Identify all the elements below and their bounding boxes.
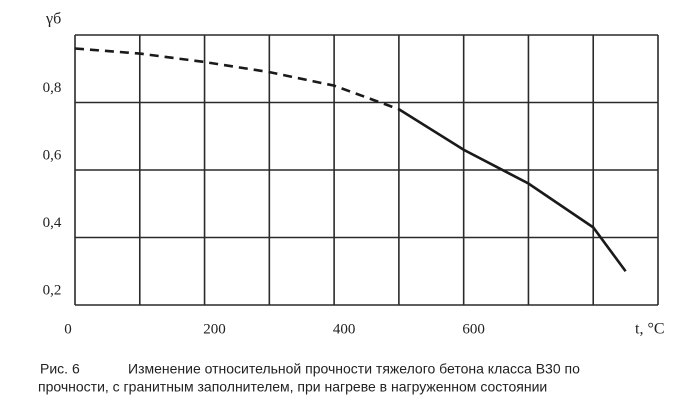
x-tick-label: 0: [64, 321, 72, 337]
y-tick-label: 0,4: [43, 215, 62, 231]
line-series: [74, 47, 400, 111]
caption-line: прочности, с гранитным заполнителем, при…: [38, 379, 547, 395]
x-tick-label: 200: [203, 321, 226, 337]
line-series: [398, 108, 627, 273]
y-axis-label: γб: [45, 11, 61, 28]
x-tick-label: 400: [333, 321, 356, 337]
x-axis-label: t, °C: [635, 321, 665, 338]
figure-label: Рис. 6: [40, 361, 80, 377]
caption-line: Изменение относительной прочности тяжело…: [128, 361, 580, 377]
x-tick-label: 600: [462, 321, 485, 337]
y-tick-label: 0,2: [43, 282, 62, 298]
y-tick-label: 0,8: [43, 80, 62, 96]
y-tick-label: 0,6: [43, 147, 62, 163]
